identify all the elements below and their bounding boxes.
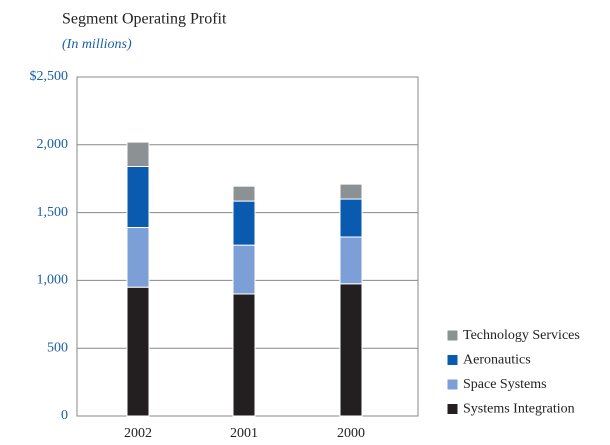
bar-segment xyxy=(232,185,256,202)
bar-segment xyxy=(126,227,150,288)
bar-segment xyxy=(232,244,256,295)
bar-segment xyxy=(126,165,150,229)
legend-label: Aeronautics xyxy=(463,353,531,368)
y-tick-label: 1,000 xyxy=(37,273,69,288)
legend-swatch xyxy=(446,403,459,415)
y-tick-label: 0 xyxy=(61,408,68,423)
legend-swatch xyxy=(446,329,459,342)
legend-swatch xyxy=(446,378,459,391)
x-tick-label: 2001 xyxy=(230,426,258,441)
y-tick-label: 500 xyxy=(47,340,68,355)
chart-title: Segment Operating Profit xyxy=(62,11,227,28)
bar-segment xyxy=(232,293,256,417)
bar-segment xyxy=(339,236,363,285)
x-tick-label: 2000 xyxy=(337,426,365,441)
bar-segment xyxy=(339,283,363,417)
bar-segment xyxy=(339,198,363,238)
legend-swatch xyxy=(446,354,459,366)
legend-label: Systems Integration xyxy=(463,402,575,417)
bar-segment xyxy=(126,141,150,167)
legend-label: Space Systems xyxy=(463,377,547,392)
y-tick-label: 1,500 xyxy=(37,205,69,220)
bar-segment xyxy=(339,183,363,200)
y-tick-label: $2,500 xyxy=(30,69,69,84)
bar-segment xyxy=(126,286,150,417)
chart-subtitle: (In millions) xyxy=(62,37,132,52)
bar-segment xyxy=(232,200,256,246)
x-tick-label: 2002 xyxy=(124,426,152,441)
legend-label: Technology Services xyxy=(463,328,580,343)
y-tick-label: 2,000 xyxy=(37,137,69,152)
